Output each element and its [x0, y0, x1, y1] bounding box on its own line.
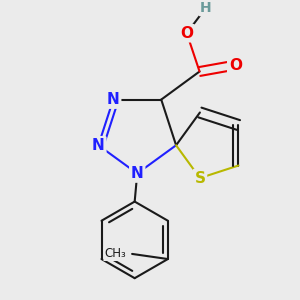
Text: O: O — [180, 26, 193, 41]
Text: CH₃: CH₃ — [104, 248, 126, 260]
Text: S: S — [194, 170, 206, 185]
Text: H: H — [200, 1, 212, 15]
Text: N: N — [107, 92, 120, 107]
Text: N: N — [131, 166, 144, 181]
Text: N: N — [92, 138, 105, 153]
Text: O: O — [229, 58, 242, 73]
